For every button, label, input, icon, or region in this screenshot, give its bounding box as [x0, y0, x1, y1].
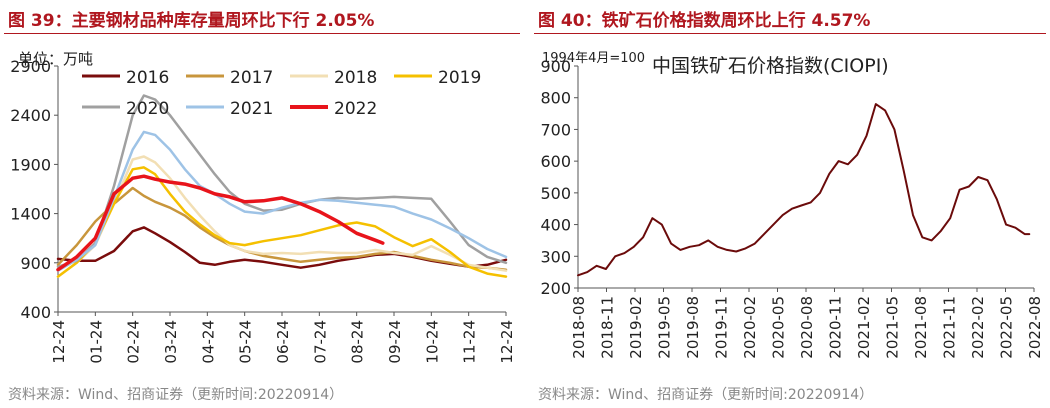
x-tick-label: 2020-02 — [741, 296, 759, 359]
legend-label-2016: 2016 — [126, 68, 169, 88]
x-tick-label: 07-24 — [311, 320, 329, 364]
x-tick-label: 08-24 — [349, 320, 367, 364]
x-tick-label: 06-24 — [274, 320, 292, 364]
legend-label-2021: 2021 — [230, 99, 273, 119]
y-tick-label: 900 — [540, 57, 571, 76]
left-title-rule — [4, 33, 520, 34]
series-line-2017 — [56, 186, 508, 271]
y-tick-label: 700 — [540, 120, 571, 139]
x-tick-label: 2020-05 — [770, 296, 788, 359]
y-tick-label: 1900 — [10, 155, 51, 174]
x-tick-label: 2019-05 — [656, 296, 674, 359]
x-tick-label: 2021-08 — [912, 296, 930, 359]
x-tick-label: 05-24 — [237, 320, 255, 364]
y-tick-label: 300 — [540, 247, 571, 266]
right-title-rule — [534, 33, 1046, 34]
base-annotation: 1994年4月=100 — [542, 51, 645, 66]
iron-ore-index-chart: 200 300 400 500 600 700 800 900 2018-08 2018-11 20… — [540, 51, 1044, 359]
x-tick-label: 01-24 — [87, 320, 105, 364]
series-line-ciopi — [577, 103, 1031, 277]
y-tick-label: 400 — [20, 303, 51, 322]
x-tick-label: 2019-08 — [684, 296, 702, 359]
y-tick-label: 400 — [540, 216, 571, 235]
y-tick-label: 2900 — [10, 57, 51, 76]
x-tick-label: 2018-11 — [599, 296, 617, 359]
legend-label-2019: 2019 — [438, 68, 481, 88]
unit-label: 单位：万吨 — [18, 50, 93, 68]
series-line-2018 — [56, 155, 508, 278]
series-line-2020 — [56, 94, 508, 268]
x-tick-label: 10-24 — [423, 320, 441, 364]
x-tick-label: 02-24 — [125, 320, 143, 364]
x-tick-label: 2018-08 — [570, 296, 588, 359]
legend-label-2018: 2018 — [334, 68, 377, 88]
x-tick-label: 04-24 — [199, 320, 217, 364]
x-tick-label: 2020-11 — [827, 296, 845, 359]
x-tick-label: 2021-05 — [884, 296, 902, 359]
x-tick-label: 2022-08 — [1026, 296, 1044, 359]
x-tick-label: 09-24 — [386, 320, 404, 364]
legend-label-2017: 2017 — [230, 68, 273, 88]
x-tick-label: 12-24 — [498, 320, 516, 364]
y-tick-label: 500 — [540, 184, 571, 203]
x-tick-label: 11-24 — [461, 320, 479, 364]
x-tick-label: 2022-02 — [969, 296, 987, 359]
y-tick-label: 2400 — [10, 106, 51, 125]
x-tick-label: 12-24 — [50, 320, 68, 364]
series-line-2019 — [56, 166, 508, 278]
left-panel-title: 图 39：主要钢材品种库存量周环比下行 2.05% — [8, 11, 375, 31]
x-tick-label: 2021-11 — [941, 296, 959, 359]
y-tick-label: 600 — [540, 152, 571, 171]
series-line-2021 — [56, 130, 508, 272]
series-line-2022 — [56, 174, 385, 272]
x-tick-label: 2019-11 — [713, 296, 731, 359]
right-panel-title: 图 40：铁矿石价格指数周环比上行 4.57% — [538, 11, 871, 31]
y-tick-label: 800 — [540, 89, 571, 108]
x-tick-label: 2019-02 — [627, 296, 645, 359]
y-tick-label: 200 — [540, 279, 571, 298]
right-source-note: 资料来源：Wind、招商证券（更新时间:20220914） — [538, 387, 874, 403]
x-tick-label: 2022-05 — [998, 296, 1016, 359]
legend-label-2022: 2022 — [334, 99, 377, 119]
y-tick-label: 1400 — [10, 205, 51, 224]
x-tick-label: 03-24 — [162, 320, 180, 364]
y-tick-label: 900 — [20, 254, 51, 273]
chart-title-ciopi: 中国铁矿石价格指数(CIOPI) — [652, 55, 889, 77]
legend-label-2020: 2020 — [126, 99, 169, 119]
x-tick-label: 2021-02 — [855, 296, 873, 359]
x-tick-label: 2020-08 — [798, 296, 816, 359]
left-source-note: 资料来源：Wind、招商证券（更新时间:20220914） — [8, 387, 344, 403]
stock-inventory-chart: 400 900 1400 1900 2400 2900 12-24 01-24 02-24 03-… — [10, 50, 516, 364]
